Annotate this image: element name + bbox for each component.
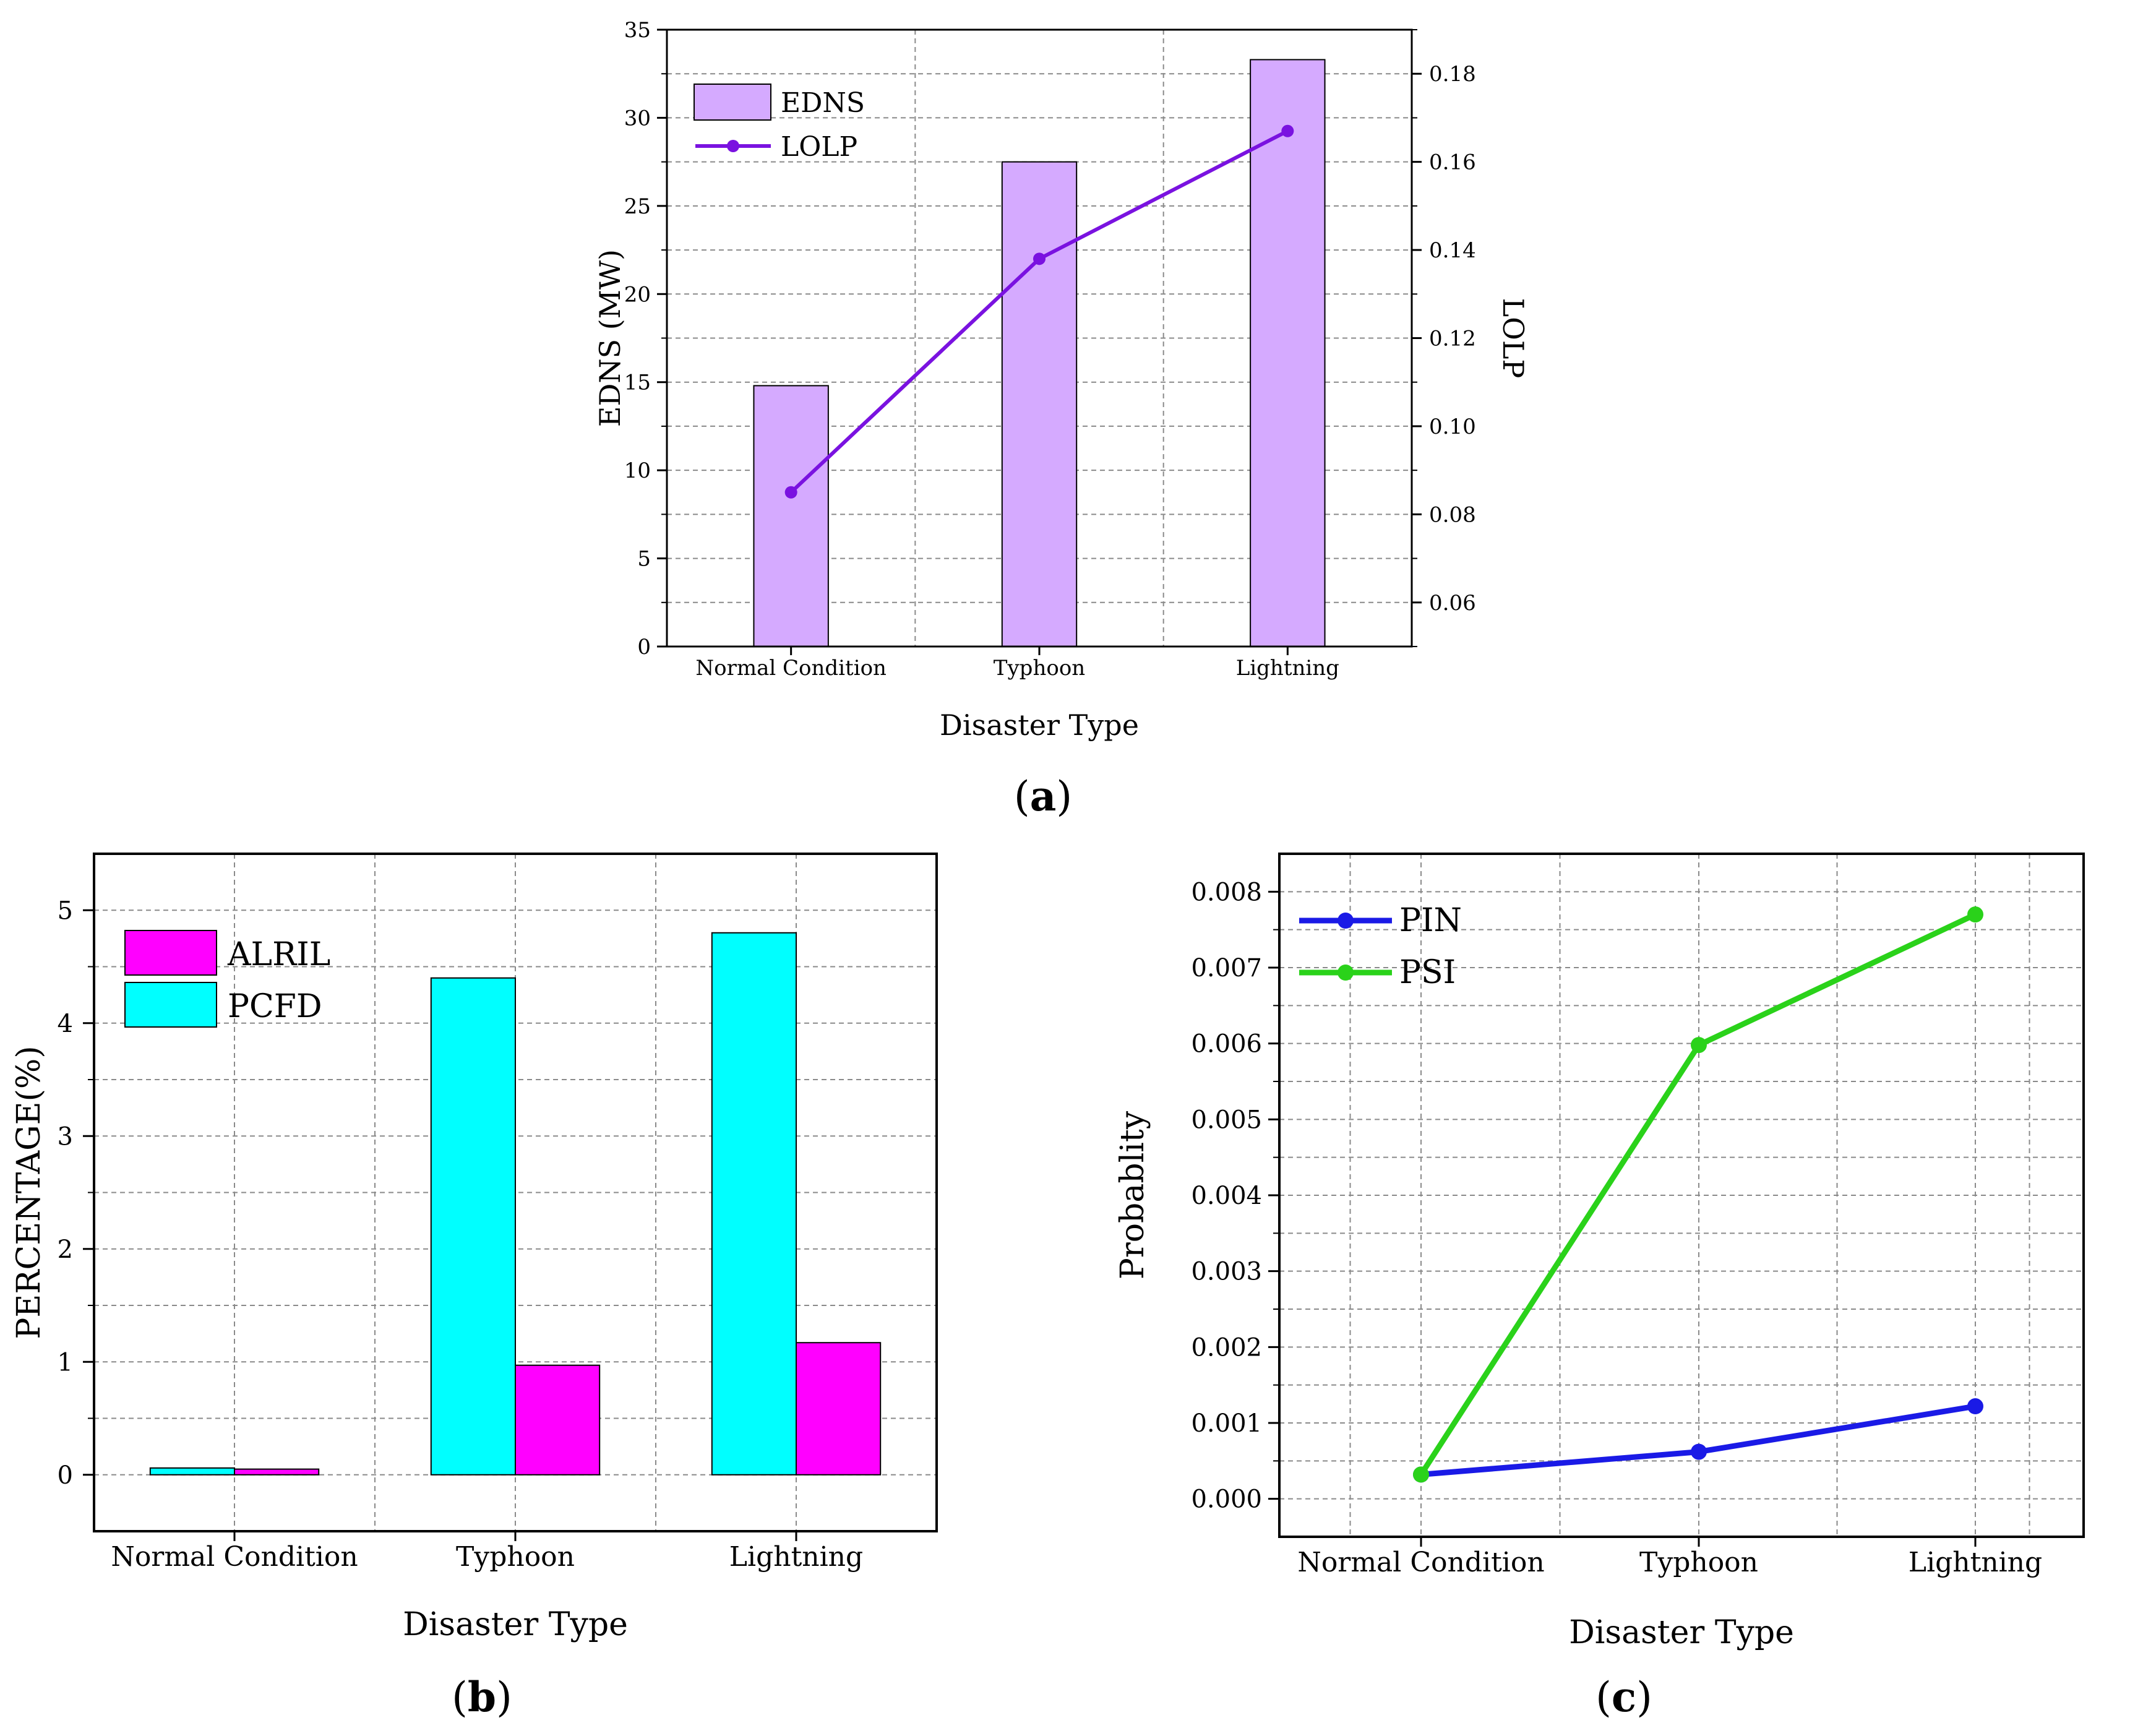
b-panel-label: (b)	[452, 1673, 512, 1721]
b-y-tick-label: 1	[58, 1348, 73, 1377]
c-y-tick-label: 0.000	[1191, 1485, 1262, 1514]
b-y-tick-label: 4	[58, 1010, 73, 1038]
a-panel-label: (a)	[1014, 772, 1072, 820]
a-lolp-point	[784, 486, 797, 499]
b-bar-alril	[234, 1468, 320, 1476]
a-left-tick-label: 15	[624, 371, 651, 395]
b-legend: ALRIL PCFD	[124, 930, 330, 1028]
c-series-point	[1967, 906, 1983, 923]
c-y-tick-label: 0.001	[1191, 1409, 1262, 1438]
a-bar-edns	[1001, 161, 1078, 647]
b-y-tick-label: 0	[58, 1461, 73, 1490]
c-series-point	[1691, 1037, 1707, 1054]
c-series-point	[1413, 1466, 1429, 1483]
a-legend-edns-swatch	[694, 84, 771, 121]
a-right-ticks: 0.06 0.08 0.10 0.12 0.14 0.16 0.18	[1412, 29, 1476, 647]
a-bar-edns	[753, 385, 829, 647]
a-y-axis-label: EDNS (MW)	[593, 249, 627, 427]
a-left-tick-label: 5	[637, 547, 651, 572]
a-y2-axis-label: LOLP	[1497, 298, 1530, 379]
a-lolp-point	[1281, 124, 1294, 137]
a-left-ticks: 0 5 10 15 20 25 30 35	[624, 18, 667, 660]
b-y-tick-label: 5	[58, 896, 73, 925]
a-left-tick-label: 35	[624, 18, 651, 43]
a-left-tick-label: 10	[624, 458, 651, 483]
a-legend-edns-label: EDNS	[781, 87, 865, 119]
c-x-tick-label: Lightning	[1909, 1547, 2042, 1578]
b-bars	[149, 932, 882, 1476]
a-right-tick-label: 0.16	[1429, 150, 1476, 175]
a-x-tick-label: Normal Condition	[695, 656, 887, 681]
c-legend: PIN PSI	[1299, 902, 1462, 991]
b-x-axis-label: Disaster Type	[403, 1606, 628, 1643]
c-legend-pin-marker	[1338, 913, 1354, 929]
b-bar-alril	[515, 1364, 601, 1476]
c-x-axis-label: Disaster Type	[1569, 1614, 1794, 1651]
c-panel-letter: c	[1612, 1673, 1636, 1721]
b-x-tick-label: Lightning	[729, 1541, 863, 1573]
b-x-ticks: Normal Condition Typhoon Lightning	[111, 1531, 863, 1573]
a-lolp-line	[784, 124, 1294, 499]
panel-c: 0.000 0.001 0.002 0.003 0.004 0.005 0.006 0.007…	[1114, 853, 2085, 1721]
b-bar-pcfd	[149, 1467, 235, 1476]
a-right-tick-label: 0.14	[1429, 238, 1476, 263]
a-right-tick-label: 0.12	[1429, 327, 1476, 351]
a-right-tick-label: 0.10	[1429, 415, 1476, 439]
a-x-tick-label: Lightning	[1236, 656, 1339, 681]
c-x-tick-label: Typhoon	[1639, 1547, 1758, 1578]
a-x-axis-label: Disaster Type	[940, 708, 1139, 742]
c-y-tick-label: 0.007	[1191, 954, 1262, 982]
b-legend-alril-label: ALRIL	[227, 936, 330, 973]
c-y-ticks: 0.000 0.001 0.002 0.003 0.004 0.005 0.006 0.007…	[1191, 878, 1279, 1514]
c-y-tick-label: 0.005	[1191, 1106, 1262, 1134]
a-left-tick-label: 30	[624, 106, 651, 131]
c-y-tick-label: 0.003	[1191, 1258, 1262, 1286]
c-legend-psi-label: PSI	[1399, 954, 1456, 991]
a-panel-letter: a	[1030, 772, 1057, 820]
c-y-tick-label: 0.004	[1191, 1182, 1262, 1210]
b-y-tick-label: 3	[58, 1122, 73, 1151]
c-legend-pin-label: PIN	[1399, 902, 1462, 939]
b-bar-alril	[796, 1342, 882, 1476]
b-bar-pcfd	[430, 977, 516, 1476]
c-y-tick-label: 0.006	[1191, 1030, 1262, 1059]
b-y-tick-label: 2	[58, 1235, 73, 1264]
a-left-tick-label: 20	[624, 282, 651, 307]
c-y-axis-label: Probablity	[1114, 1111, 1151, 1279]
a-legend-lolp-label: LOLP	[781, 131, 857, 163]
b-legend-pcfd-swatch	[124, 982, 217, 1028]
c-series-point	[1967, 1398, 1983, 1415]
a-left-tick-label: 0	[637, 635, 651, 660]
b-bar-pcfd	[711, 932, 797, 1476]
b-legend-alril-swatch	[124, 930, 217, 976]
c-lines	[1413, 906, 1983, 1483]
a-lolp-point	[1033, 252, 1046, 265]
c-panel-label: (c)	[1595, 1673, 1652, 1721]
a-legend-lolp-marker	[727, 140, 739, 152]
c-x-tick-label: Normal Condition	[1297, 1547, 1544, 1578]
a-left-tick-label: 25	[624, 194, 651, 219]
a-x-tick-label: Typhoon	[994, 656, 1085, 681]
a-bars	[753, 59, 1326, 647]
c-legend-psi-marker	[1338, 965, 1354, 981]
a-right-tick-label: 0.08	[1429, 502, 1476, 527]
c-x-ticks: Normal Condition Typhoon Lightning	[1297, 1537, 2042, 1578]
b-x-tick-label: Typhoon	[456, 1541, 575, 1573]
b-y-axis-label: PERCENTAGE(%)	[11, 1046, 48, 1339]
c-y-tick-label: 0.002	[1191, 1333, 1262, 1362]
b-legend-pcfd-label: PCFD	[228, 988, 322, 1025]
b-panel-letter: b	[468, 1673, 496, 1721]
c-series-point	[1691, 1443, 1707, 1460]
a-bar-edns	[1250, 59, 1326, 647]
a-right-tick-label: 0.06	[1429, 591, 1476, 616]
a-x-ticks: Normal Condition Typhoon Lightning	[695, 647, 1339, 681]
c-y-tick-label: 0.008	[1191, 878, 1262, 906]
a-legend: EDNS LOLP	[694, 84, 865, 163]
a-right-tick-label: 0.18	[1429, 62, 1476, 87]
b-x-tick-label: Normal Condition	[111, 1541, 358, 1573]
b-y-ticks: 0 1 2 3 4 5	[58, 896, 94, 1490]
